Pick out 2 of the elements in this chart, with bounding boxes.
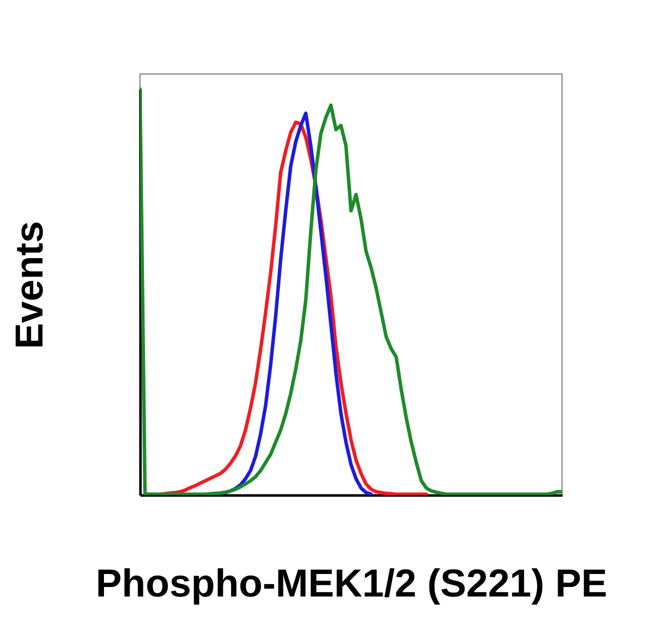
x-axis-title: Phospho-MEK1/2 (S221) PE — [96, 562, 608, 606]
y-axis-title: Events — [8, 221, 52, 349]
